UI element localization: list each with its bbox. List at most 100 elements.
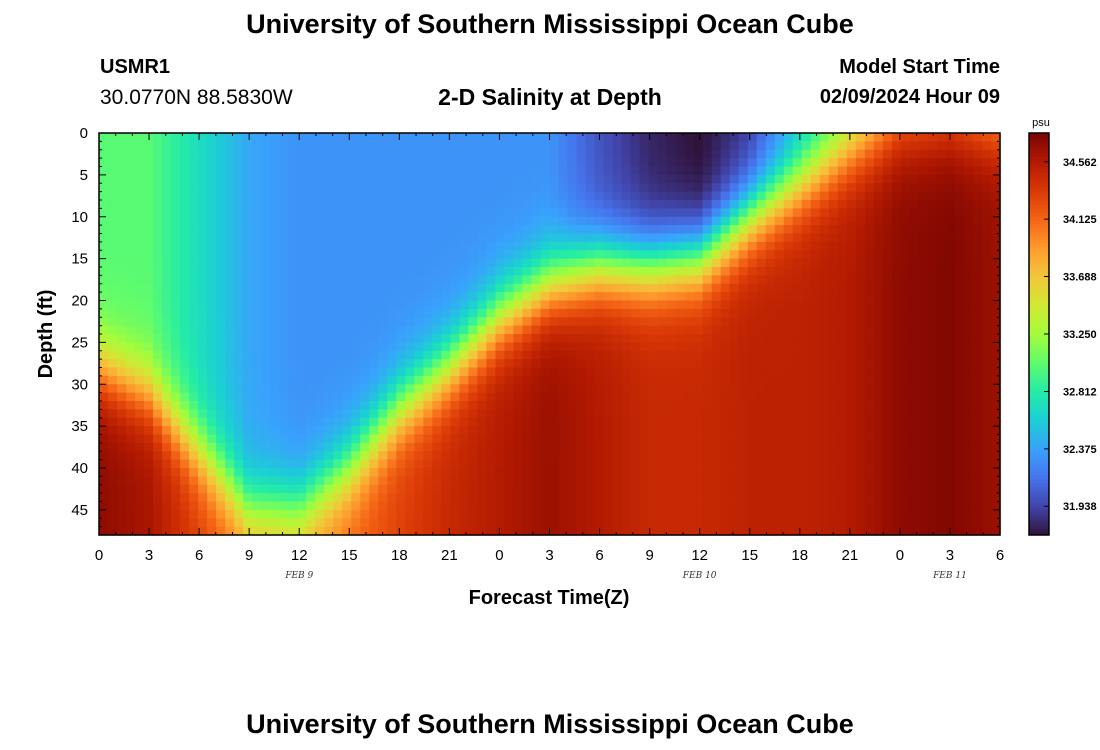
heatmap-cell	[891, 258, 902, 268]
heatmap-cell	[162, 334, 172, 343]
heatmap-cell	[225, 308, 235, 318]
heatmap-cell	[972, 468, 983, 477]
heatmap-cell	[342, 451, 352, 461]
heatmap-cell	[459, 174, 470, 184]
heatmap-cell	[855, 518, 866, 528]
heatmap-cell	[531, 133, 542, 142]
model-start-value: 02/09/2024 Hour 09	[819, 86, 1000, 108]
heatmap-cell	[144, 442, 154, 452]
heatmap-cell	[963, 384, 974, 394]
heatmap-cell	[585, 250, 596, 260]
heatmap-cell	[675, 367, 686, 377]
heatmap-cell	[891, 183, 902, 193]
heatmap-cell	[558, 401, 569, 410]
heatmap-cell	[774, 476, 785, 486]
heatmap-cell	[495, 384, 506, 394]
heatmap-cell	[918, 518, 929, 528]
heatmap-cell	[801, 191, 812, 201]
heatmap-cell	[648, 334, 659, 343]
heatmap-cell	[288, 149, 298, 159]
heatmap-cell	[495, 342, 506, 352]
heatmap-cell	[441, 241, 451, 251]
heatmap-cell	[324, 267, 334, 276]
heatmap-cell	[819, 342, 830, 352]
heatmap-cell	[252, 484, 262, 494]
heatmap-cell	[909, 233, 920, 243]
heatmap-cell	[612, 426, 623, 436]
heatmap-cell	[819, 308, 830, 318]
heatmap-cell	[648, 434, 659, 444]
heatmap-cell	[882, 451, 893, 461]
heatmap-cell	[234, 141, 244, 151]
heatmap-cell	[324, 133, 334, 142]
heatmap-cell	[279, 275, 289, 285]
heatmap-cell	[666, 484, 677, 494]
heatmap-cell	[459, 476, 470, 486]
heatmap-cell	[513, 317, 524, 327]
heatmap-cell	[729, 434, 740, 444]
heatmap-cell	[99, 342, 109, 352]
heatmap-cell	[909, 342, 920, 352]
heatmap-cell	[783, 434, 794, 444]
heatmap-cell	[918, 166, 929, 176]
heatmap-cell	[225, 283, 235, 293]
heatmap-cell	[297, 317, 307, 327]
heatmap-cell	[198, 501, 208, 511]
heatmap-cell	[153, 367, 163, 377]
heatmap-cell	[234, 409, 244, 419]
heatmap-cell	[549, 133, 560, 142]
heatmap-cell	[864, 317, 875, 327]
heatmap-cell	[729, 493, 740, 503]
heatmap-cell	[900, 216, 911, 226]
heatmap-cell	[675, 241, 686, 251]
heatmap-cell	[342, 367, 352, 377]
heatmap-cell	[423, 442, 433, 452]
heatmap-cell	[936, 434, 947, 444]
heatmap-cell	[765, 375, 776, 385]
heatmap-cell	[621, 233, 632, 243]
heatmap-cell	[702, 468, 713, 477]
heatmap-cell	[504, 308, 515, 318]
heatmap-cell	[531, 200, 542, 209]
heatmap-cell	[306, 442, 316, 452]
heatmap-cell	[927, 434, 938, 444]
heatmap-cell	[351, 451, 361, 461]
heatmap-cell	[594, 216, 605, 226]
heatmap-cell	[963, 451, 974, 461]
heatmap-cell	[756, 392, 767, 402]
heatmap-cell	[369, 509, 379, 519]
heatmap-cell	[639, 451, 650, 461]
heatmap-cell	[396, 200, 406, 209]
heatmap-cell	[297, 334, 307, 343]
heatmap-cell	[918, 434, 929, 444]
heatmap-cell	[270, 526, 280, 536]
heatmap-cell	[828, 208, 839, 218]
heatmap-cell	[135, 166, 145, 176]
heatmap-cell	[549, 233, 560, 243]
heatmap-cell	[261, 375, 271, 385]
heatmap-cell	[666, 283, 677, 293]
heatmap-cell	[990, 283, 1001, 293]
heatmap-cell	[801, 417, 812, 427]
heatmap-cell	[225, 426, 235, 436]
heatmap-cell	[810, 342, 821, 352]
heatmap-cell	[153, 434, 163, 444]
heatmap-cell	[378, 350, 388, 360]
heatmap-cell	[504, 166, 515, 176]
heatmap-cell	[297, 468, 307, 477]
heatmap-cell	[162, 484, 172, 494]
heatmap-cell	[729, 292, 740, 302]
heatmap-cell	[702, 384, 713, 394]
heatmap-cell	[738, 216, 749, 226]
heatmap-cell	[801, 367, 812, 377]
heatmap-cell	[738, 526, 749, 536]
heatmap-cell	[648, 501, 659, 511]
heatmap-cell	[324, 367, 334, 377]
heatmap-cell	[549, 342, 560, 352]
heatmap-cell	[963, 434, 974, 444]
heatmap-cell	[639, 300, 650, 310]
heatmap-cell	[504, 401, 515, 410]
heatmap-cell	[909, 468, 920, 477]
heatmap-cell	[171, 484, 181, 494]
heatmap-cell	[279, 459, 289, 469]
